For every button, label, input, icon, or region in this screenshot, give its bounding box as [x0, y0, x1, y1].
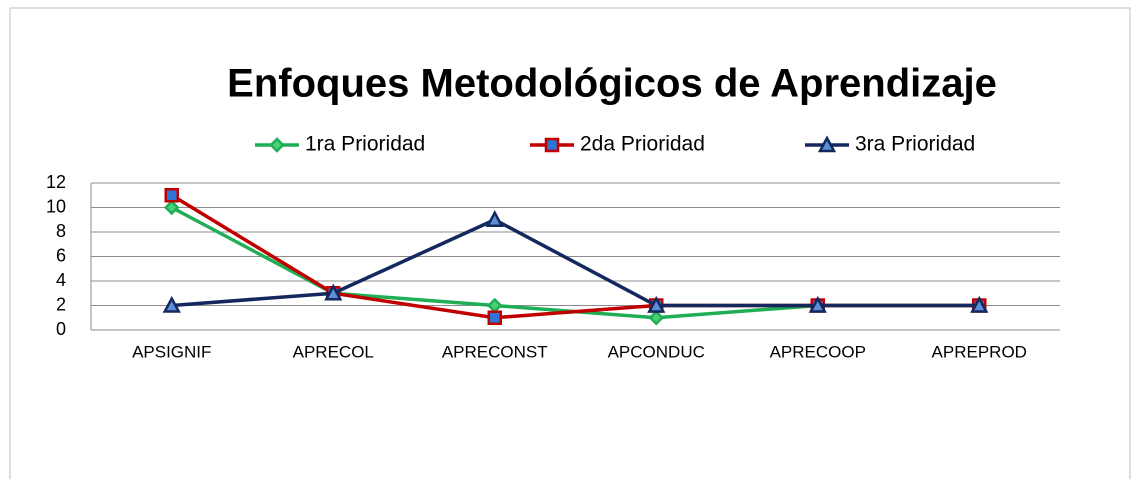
legend-label: 2da Prioridad	[580, 133, 705, 156]
x-tick-label: APSIGNIF	[132, 342, 211, 361]
y-tick-label: 0	[56, 319, 66, 339]
x-tick-label: APRECOOP	[770, 342, 866, 361]
data-point	[647, 295, 666, 313]
data-point	[164, 188, 179, 203]
y-tick-label: 10	[46, 196, 66, 216]
legend-label: 1ra Prioridad	[305, 133, 425, 156]
y-tick-label: 8	[56, 221, 66, 241]
data-point	[163, 199, 180, 216]
series-line	[171, 217, 980, 308]
y-tick-label: 6	[56, 245, 66, 265]
x-tick-label: APRECONST	[442, 342, 548, 361]
x-tick-label: APCONDUC	[608, 342, 705, 361]
data-point	[485, 210, 504, 227]
data-point	[808, 295, 827, 313]
y-tick-label: 2	[56, 294, 66, 314]
legend-marker	[817, 135, 837, 153]
data-point	[487, 310, 502, 325]
chart-title: Enfoques Metodológicos de Aprendizaje	[227, 62, 997, 106]
chart-border	[9, 7, 1131, 479]
x-tick-label: APRECOL	[293, 342, 374, 361]
x-tick-label: APREPROD	[932, 342, 1027, 361]
legend-label: 3ra Prioridad	[855, 133, 975, 156]
y-tick-label: 4	[56, 270, 66, 290]
y-tick-label: 12	[46, 172, 66, 192]
legend-marker	[269, 137, 285, 153]
data-point	[162, 295, 181, 313]
legend-marker	[544, 137, 560, 153]
data-point	[648, 309, 665, 326]
data-point	[324, 283, 343, 301]
data-point	[970, 295, 989, 313]
